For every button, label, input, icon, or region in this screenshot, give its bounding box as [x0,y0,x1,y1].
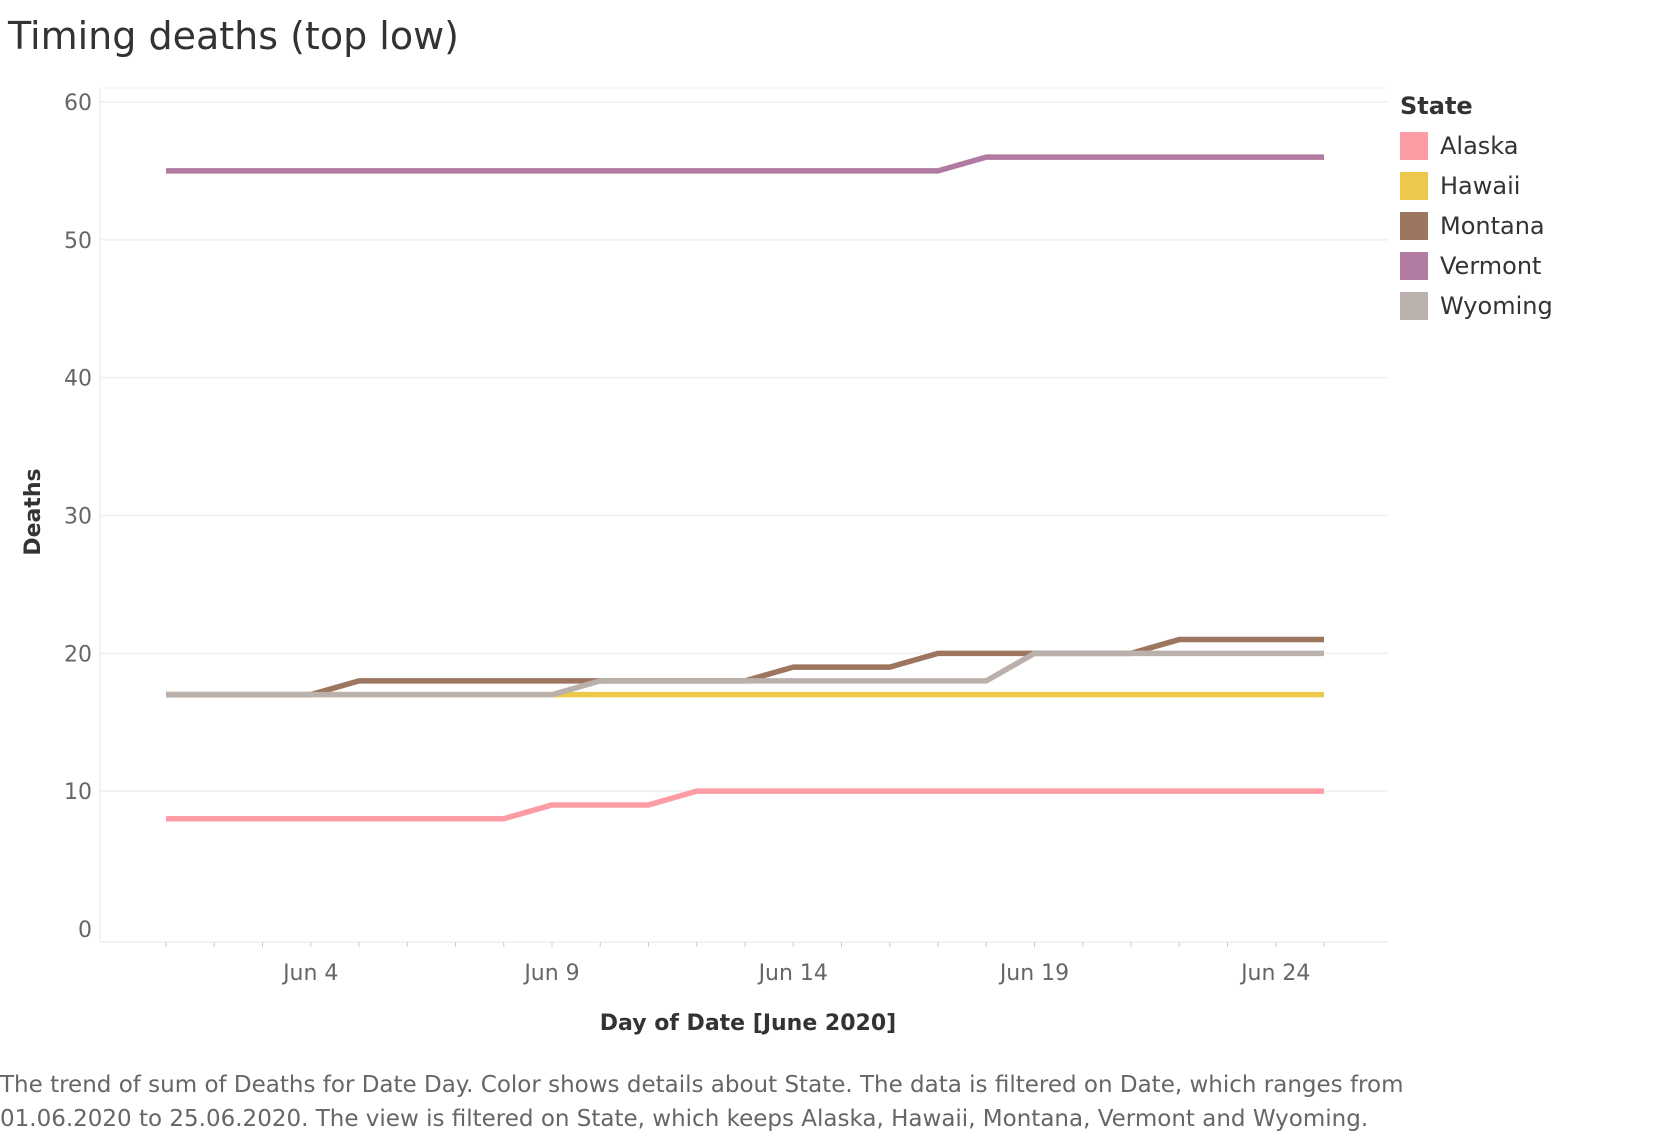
series-line-montana [166,636,1324,698]
legend-item-wyoming[interactable]: Wyoming [1400,286,1553,326]
legend-swatch [1400,252,1428,280]
y-axis: 0 10 20 30 40 50 60 [64,91,92,943]
legend-item-montana[interactable]: Montana [1400,206,1553,246]
legend-label: Hawaii [1440,172,1521,200]
legend-item-hawaii[interactable]: Hawaii [1400,166,1553,206]
legend-label: Montana [1440,212,1545,240]
y-tick-label: 10 [64,780,92,805]
x-tick-label: Jun 9 [522,961,579,986]
y-tick-label: 60 [64,91,92,116]
legend-item-alaska[interactable]: Alaska [1400,126,1553,166]
gridlines [99,87,1388,943]
x-tick-label: Jun 14 [757,961,828,986]
legend-title: State [1400,92,1473,120]
y-tick-label: 40 [64,367,92,392]
legend-label: Wyoming [1440,292,1553,320]
y-tick-label: 30 [64,505,92,530]
series-lines [166,154,1324,822]
y-tick-label: 20 [64,642,92,667]
x-axis: Jun 4 Jun 9 Jun 14 Jun 19 Jun 24 [165,942,1325,986]
legend-item-vermont[interactable]: Vermont [1400,246,1553,286]
y-tick-label: 0 [78,918,92,943]
chart-title: Timing deaths (top low) [8,14,459,58]
legend-swatch [1400,212,1428,240]
legend-swatch [1400,172,1428,200]
legend-label: Vermont [1440,252,1542,280]
x-tick-label: Jun 24 [1239,961,1310,986]
x-axis-title: Day of Date [June 2020] [600,1011,896,1036]
legend: State Alaska Hawaii Montana Vermont Wyoming [1400,92,1553,326]
x-tick-label: Jun 19 [998,961,1069,986]
series-line-alaska [166,788,1324,822]
legend-swatch [1400,132,1428,160]
series-line-wyoming [166,650,1324,698]
series-line-vermont [166,154,1324,174]
y-axis-title: Deaths [21,468,46,555]
legend-label: Alaska [1440,132,1519,160]
y-tick-label: 50 [64,229,92,254]
legend-swatch [1400,292,1428,320]
x-tick-label: Jun 4 [281,961,338,986]
legend-items: Alaska Hawaii Montana Vermont Wyoming [1400,126,1553,326]
